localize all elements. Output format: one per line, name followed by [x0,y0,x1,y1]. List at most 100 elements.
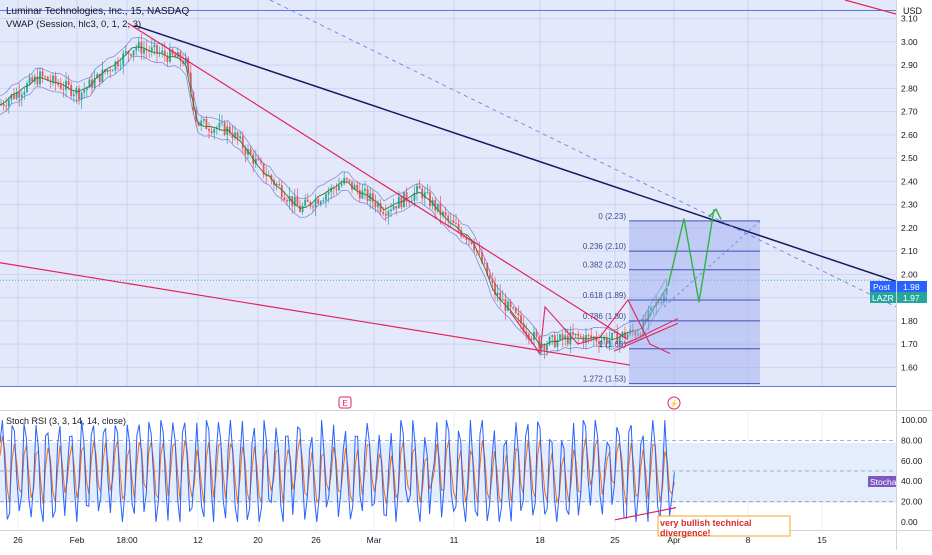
divergence-annotation: very bullish technical divergence! [660,518,752,538]
candle-body [20,94,23,98]
candle-body [2,104,5,106]
candle-body [631,329,634,332]
time-tick-label: 15 [817,535,827,545]
time-tick-label: 20 [253,535,263,545]
price-tick-label: 2.30 [901,200,918,210]
candle-body [423,192,426,199]
candle-body [57,83,60,85]
symbol-title[interactable]: Luminar Technologies, Inc., 15, NASDAQ [6,6,189,17]
stoch-legend[interactable]: Stoch RSI (3, 3, 14, 14, close) [6,416,126,426]
candle-body [67,80,70,85]
vwap-lines [0,37,667,356]
candle-body [481,251,483,263]
candle-body [382,211,385,214]
candle-body [83,90,86,93]
candle-body [335,188,338,191]
candle-body [65,80,67,90]
candle-body [556,339,559,348]
candle-body [254,158,257,164]
candle-body [135,47,138,51]
stoch-badge [868,476,896,487]
candle-body [509,301,512,308]
candle-body [109,69,112,72]
fibonacci-extension: 0 (2.23) 0.236 (2.10) 0.382 (2.02) 0.618 (1… [583,212,760,385]
stoch-tick-label: 60.00 [901,456,923,466]
candle-body [470,239,473,244]
candle-body [436,203,439,211]
candle-body [405,192,408,202]
candle-body [80,92,83,100]
vwap-legend[interactable]: VWAP (Session, hlc3, 0, 1, 2, 3) [6,19,141,30]
candle-body [106,69,109,72]
candle-body [85,87,88,91]
candle-body [426,192,429,193]
candle-body [561,334,564,340]
candle-body [647,310,650,322]
stoch-tick-label: 40.00 [901,476,923,486]
candle-body [392,206,395,210]
candle-body [117,61,119,67]
trend-drawings: E ⚡ [0,0,897,410]
candle-body [205,119,208,130]
earnings-marker [338,396,352,409]
candle-body [665,288,668,295]
projection-path [667,209,715,303]
price-tick-label: 1.60 [901,362,918,372]
price-tick-label: 3.00 [901,37,918,47]
candle-body [280,185,283,198]
lazr-badge-value: 1.97 [903,293,920,303]
vwap-lower-band [0,55,667,356]
lazr-badge-value-bg [897,292,927,303]
candle-body [639,334,642,336]
candle-body [132,50,135,56]
candle-body [293,196,296,206]
stoch-axis[interactable]: 100.00 80.00 60.00 40.00 20.00 0.00 [901,415,927,527]
candle-body [663,294,665,302]
candle-body [299,205,301,212]
currency-label: USD [903,6,923,16]
time-axis[interactable]: 26 Feb 18:00 12 20 26 Mar 11 18 25 Apr 8 15 [13,535,827,545]
time-tick-label: 25 [610,535,620,545]
price-axis[interactable]: 3.10 3.00 2.90 2.80 2.70 2.60 2.50 2.40 2.30 2.20… [901,14,918,373]
candle-body [338,185,340,191]
candle-body [551,335,554,338]
candle-body [213,129,216,133]
candle-body [353,184,356,190]
stoch-tick-label: 80.00 [901,435,923,445]
candle-body [626,334,629,338]
candle-body [231,133,234,138]
candle-body [465,237,468,241]
price-axis-background [896,0,932,530]
candle-body [153,45,156,48]
candle-body [41,71,44,77]
candle-body [410,200,413,202]
candle-body [23,91,26,95]
candle-body [366,188,369,201]
stoch-k-line [0,419,675,522]
stoch-band-fill [0,443,896,503]
candle-body [462,236,465,238]
candle-body [114,61,117,71]
fib-level-label: 0 (2.23) [598,212,626,221]
candle-body [130,54,132,56]
candle-body [468,239,470,241]
price-tick-label: 2.00 [901,269,918,279]
candle-body [278,183,281,186]
candle-body [156,45,158,54]
price-tick-label: 1.80 [901,316,918,326]
time-tick-label: Feb [70,535,85,545]
candle-body [358,189,361,199]
candle-body [421,188,424,199]
candle-body [314,199,317,208]
candle-body [387,210,390,216]
lazr-badge [870,292,896,303]
divergence-annotation-box[interactable] [657,515,791,537]
candle-body [520,315,522,324]
candle-body [96,73,99,79]
candle-body [257,158,260,161]
candle-body [111,70,114,72]
fib-level-label: 0.382 (2.02) [583,261,626,270]
candle-body [408,201,411,203]
stoch-tick-label: 20.00 [901,497,923,507]
candle-body [28,77,31,84]
